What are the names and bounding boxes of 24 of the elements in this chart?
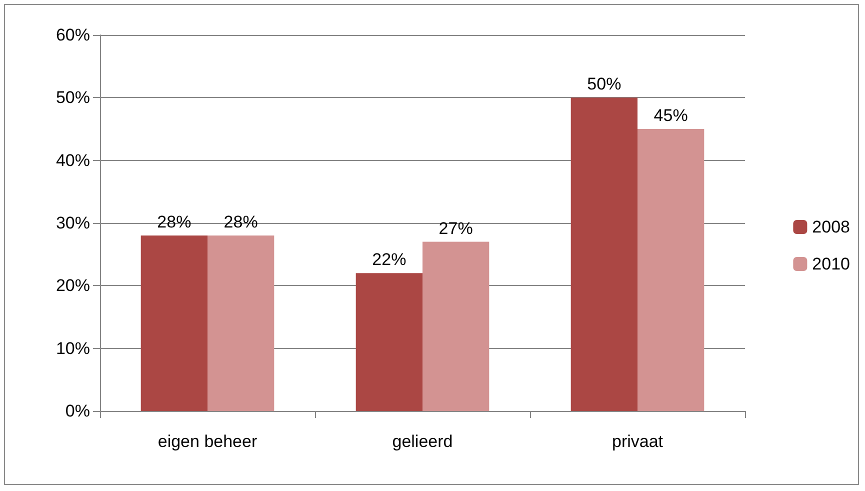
y-tick-label: 20%	[56, 276, 90, 296]
bar	[570, 98, 638, 411]
y-tick-label: 40%	[56, 150, 90, 170]
x-tick-label: eigen beheer	[158, 432, 258, 451]
y-tick-label: 60%	[56, 26, 90, 44]
bar	[208, 236, 274, 411]
bar	[140, 236, 208, 411]
data-label: 28%	[224, 212, 258, 232]
legend-label: 2010	[812, 254, 850, 274]
bar	[422, 242, 490, 411]
data-label: 50%	[587, 74, 622, 94]
bar	[356, 273, 422, 411]
bar	[638, 129, 704, 411]
y-tick-label: 50%	[56, 88, 90, 108]
data-label: 28%	[157, 212, 192, 232]
y-tick-label: 0%	[65, 402, 90, 420]
data-label: 22%	[372, 250, 406, 270]
y-tick-label: 10%	[56, 338, 90, 358]
y-tick-label: 30%	[56, 214, 90, 232]
data-label: 27%	[438, 218, 473, 238]
legend-label: 2008	[812, 218, 850, 236]
x-tick-label: gelieerd	[392, 432, 453, 451]
x-tick-label: privaat	[612, 432, 664, 451]
data-label: 45%	[654, 106, 688, 125]
